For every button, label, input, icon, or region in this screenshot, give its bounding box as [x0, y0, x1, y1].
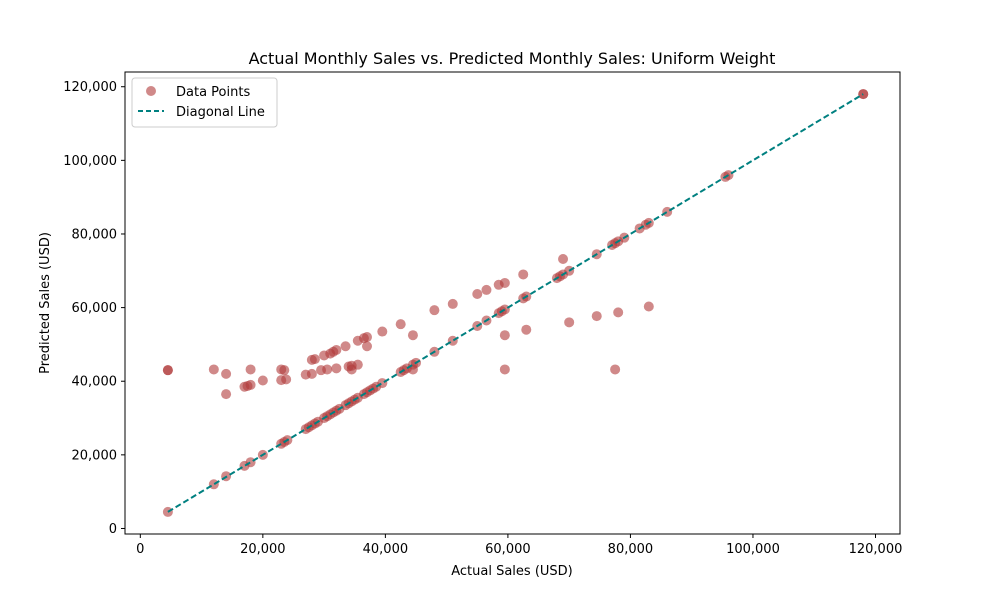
- legend-box: [131, 77, 278, 128]
- data-point: [472, 288, 483, 299]
- x-tick-label: 0: [136, 542, 144, 557]
- data-point: [499, 277, 510, 288]
- y-tick-label: 120,000: [63, 80, 117, 95]
- data-point: [499, 330, 510, 341]
- data-point: [362, 332, 372, 343]
- data-point: [245, 457, 256, 468]
- data-point: [281, 374, 292, 385]
- data-point: [221, 368, 232, 379]
- data-point: [610, 364, 621, 375]
- data-point: [352, 359, 363, 370]
- y-tick-label: 40,000: [72, 375, 118, 390]
- legend-marker-data-points: [146, 86, 156, 96]
- x-tick-label: 20,000: [240, 542, 286, 557]
- data-point: [499, 364, 510, 375]
- data-point: [643, 301, 654, 312]
- data-point: [564, 317, 575, 328]
- x-axis: 0 20,000 40,000 60,000 80,000 100,000 120,000: [136, 534, 902, 557]
- data-point: [521, 324, 532, 335]
- plot-frame: [124, 71, 901, 535]
- data-point: [245, 364, 256, 375]
- data-point: [407, 330, 418, 341]
- data-point: [322, 364, 333, 375]
- y-tick-label: 80,000: [72, 227, 118, 242]
- data-point: [481, 284, 492, 295]
- data-point: [162, 365, 173, 376]
- data-point: [377, 326, 388, 337]
- data-point: [245, 379, 256, 390]
- x-tick-label: 60,000: [485, 542, 531, 557]
- data-point: [331, 363, 342, 374]
- data-point: [377, 378, 388, 389]
- y-tick-label: 100,000: [63, 154, 117, 169]
- data-point: [221, 389, 232, 400]
- y-axis: 0 20,000 40,000 60,000 80,000 100,000 120,000: [63, 80, 125, 537]
- x-tick-label: 100,000: [726, 542, 780, 557]
- data-point: [447, 335, 458, 346]
- data-point: [309, 354, 320, 365]
- data-point: [558, 254, 569, 265]
- x-tick-label: 80,000: [608, 542, 654, 557]
- data-point: [613, 307, 624, 318]
- data-point: [279, 365, 290, 376]
- data-point: [340, 341, 351, 352]
- x-tick-label: 40,000: [363, 542, 409, 557]
- data-point: [518, 269, 529, 280]
- data-point: [306, 368, 317, 379]
- data-point: [395, 319, 406, 330]
- y-axis-label: Predicted Sales (USD): [38, 232, 53, 374]
- data-point: [362, 341, 372, 352]
- diagonal-line: [167, 93, 864, 513]
- y-tick-label: 60,000: [72, 301, 118, 316]
- legend: Data Points Diagonal Line: [131, 77, 278, 128]
- data-point: [331, 344, 342, 355]
- data-point: [662, 206, 673, 217]
- data-point: [208, 479, 219, 490]
- plot-area: [162, 89, 869, 517]
- data-point: [257, 375, 268, 386]
- legend-label-diagonal-line: Diagonal Line: [176, 105, 265, 120]
- data-point: [499, 304, 510, 315]
- y-tick-label: 0: [109, 522, 117, 537]
- x-axis-label: Actual Sales (USD): [451, 564, 573, 579]
- data-point: [591, 311, 602, 322]
- legend-label-data-points: Data Points: [176, 85, 250, 100]
- x-tick-label: 120,000: [849, 542, 903, 557]
- data-point: [208, 364, 219, 375]
- data-point: [429, 305, 440, 316]
- chart-title: Actual Monthly Sales vs. Predicted Month…: [249, 49, 776, 68]
- data-point: [447, 298, 458, 309]
- y-tick-label: 20,000: [72, 448, 118, 463]
